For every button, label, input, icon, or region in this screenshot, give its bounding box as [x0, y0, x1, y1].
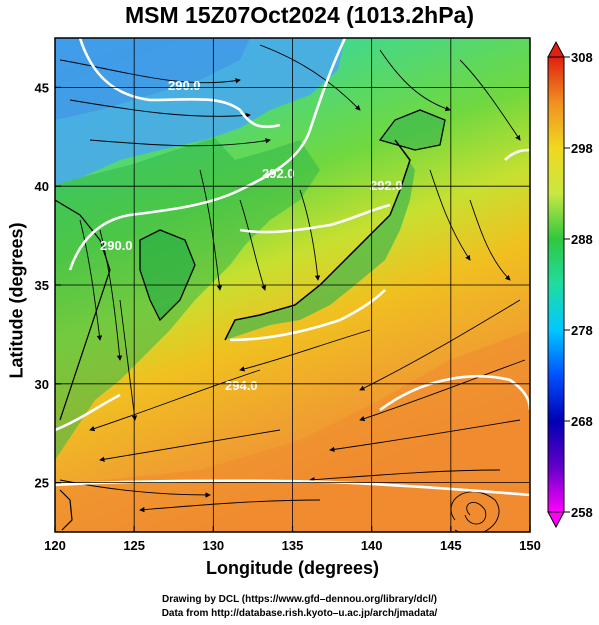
isotherm-292-north — [68, 38, 347, 271]
credit-drawing: Drawing by DCL (https://www.gfd–dennou.o… — [161, 594, 437, 605]
coastline-japan — [224, 139, 411, 341]
credit-data: Data from http://database.rish.kyoto–u.a… — [161, 608, 438, 619]
continent-land — [55, 138, 320, 460]
isotherm-292-mid — [239, 203, 391, 234]
x-tick-label: 150 — [519, 538, 541, 553]
colorbar-tick-label: 258 — [571, 505, 593, 520]
cold-core-region — [55, 38, 250, 120]
x-axis-ticks: 120 125 130 135 140 145 150 — [44, 526, 541, 553]
isotherm-294 — [229, 289, 386, 342]
colorbar-max-triangle — [547, 40, 565, 58]
colorbar-tick-label: 298 — [571, 141, 593, 156]
x-tick-label: 125 — [123, 538, 145, 553]
chart-title: MSM 15Z07Oct2024 (1013.2hPa) — [124, 2, 474, 28]
contour-label: 292.0 — [262, 166, 295, 181]
colorbar-tick-label: 278 — [571, 323, 593, 338]
x-tick-label: 135 — [282, 538, 304, 553]
streamlines — [59, 44, 526, 532]
y-tick-label: 40 — [35, 179, 49, 194]
colorbar-ticks: 258 268 278 288 298 308 — [564, 50, 593, 520]
colorbar-tick-label: 268 — [571, 414, 593, 429]
y-tick-label: 35 — [35, 278, 49, 293]
x-tick-label: 145 — [440, 538, 462, 553]
isotherm-east — [504, 148, 530, 161]
coastline-hokkaido — [378, 109, 446, 151]
contour-label: 290.0 — [100, 238, 133, 253]
colorbar — [547, 56, 565, 513]
x-tick-label: 130 — [202, 538, 224, 553]
isotherm-contours — [55, 38, 530, 497]
isotherm-290-north — [78, 38, 281, 129]
grid-lines — [55, 38, 530, 532]
colorbar-min-triangle — [547, 511, 565, 529]
y-axis-label: Latitude (degrees) — [6, 222, 27, 379]
contour-label: 290.0 — [168, 78, 201, 93]
y-tick-label: 45 — [35, 80, 49, 95]
isotherm-south — [55, 479, 530, 497]
contour-label: 294.0 — [225, 378, 258, 393]
y-tick-label: 30 — [35, 377, 49, 392]
colorbar-tick-label: 308 — [571, 50, 593, 65]
coastline-korea — [139, 229, 196, 322]
y-axis-ticks: 25 30 35 40 45 — [35, 80, 61, 491]
isotherm-southeast — [379, 374, 530, 412]
x-tick-label: 140 — [361, 538, 383, 553]
x-axis-label: Longitude (degrees) — [205, 558, 379, 578]
x-tick-label: 120 — [44, 538, 66, 553]
isotherm-west — [55, 393, 121, 432]
coastline-taiwan — [59, 489, 73, 531]
japan-land — [225, 140, 415, 340]
coastline-china — [55, 199, 111, 421]
y-tick-label: 25 — [35, 476, 49, 491]
contour-label: 292.0 — [370, 178, 403, 193]
colorbar-tick-label: 288 — [571, 232, 593, 247]
korea-land — [140, 230, 195, 320]
